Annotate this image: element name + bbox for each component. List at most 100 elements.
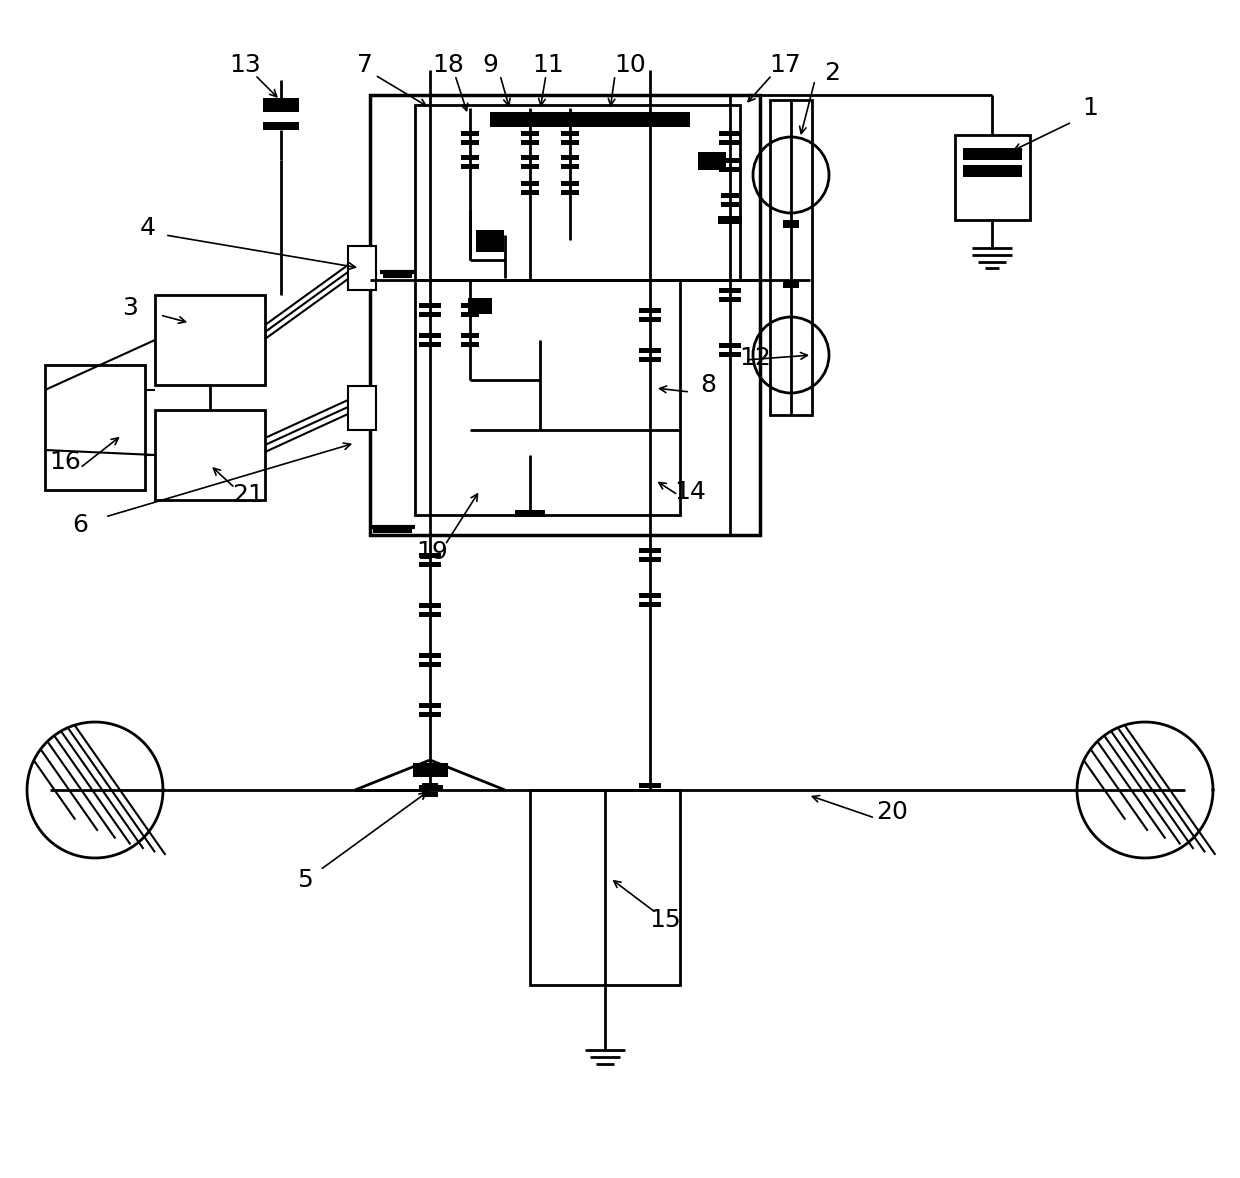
- Bar: [467, 298, 492, 315]
- Bar: [639, 792, 661, 798]
- Bar: [348, 386, 376, 398]
- Bar: [263, 98, 299, 112]
- Bar: [419, 342, 441, 348]
- Bar: [639, 317, 661, 322]
- Bar: [263, 123, 299, 130]
- Bar: [719, 287, 742, 293]
- Bar: [560, 190, 579, 196]
- Bar: [639, 557, 661, 562]
- Bar: [560, 131, 579, 135]
- Text: 16: 16: [50, 450, 81, 474]
- Bar: [521, 164, 539, 168]
- Bar: [348, 386, 376, 430]
- Bar: [560, 155, 579, 160]
- Bar: [419, 653, 441, 659]
- Bar: [529, 790, 680, 985]
- Text: 6: 6: [72, 512, 88, 537]
- Bar: [413, 763, 448, 777]
- Bar: [348, 398, 376, 410]
- Bar: [698, 152, 725, 170]
- Bar: [963, 165, 1022, 177]
- Bar: [348, 246, 376, 258]
- Bar: [348, 258, 376, 270]
- Bar: [521, 190, 539, 196]
- Text: 18: 18: [432, 53, 464, 77]
- Bar: [963, 148, 1022, 160]
- Bar: [419, 613, 441, 617]
- Bar: [419, 712, 441, 717]
- Bar: [719, 131, 742, 135]
- Bar: [461, 303, 479, 307]
- Bar: [639, 593, 661, 598]
- Bar: [782, 280, 799, 287]
- Text: 8: 8: [701, 373, 715, 397]
- Bar: [348, 246, 376, 290]
- Bar: [461, 164, 479, 168]
- Bar: [720, 201, 739, 207]
- Text: 19: 19: [417, 540, 448, 564]
- Bar: [476, 230, 503, 252]
- Bar: [419, 333, 441, 338]
- Bar: [155, 294, 265, 385]
- Bar: [719, 158, 742, 163]
- Bar: [719, 140, 742, 145]
- Text: 2: 2: [825, 61, 839, 85]
- Bar: [461, 155, 479, 160]
- Bar: [419, 662, 441, 667]
- Bar: [560, 140, 579, 145]
- Bar: [461, 312, 479, 317]
- Bar: [719, 297, 742, 302]
- Bar: [782, 220, 799, 229]
- Text: 1: 1: [1083, 95, 1097, 120]
- Bar: [639, 548, 661, 552]
- Text: 10: 10: [614, 53, 646, 77]
- Bar: [461, 140, 479, 145]
- Bar: [419, 703, 441, 708]
- Bar: [419, 552, 441, 558]
- Text: 7: 7: [357, 53, 373, 77]
- Text: 5: 5: [298, 868, 312, 892]
- Bar: [521, 181, 539, 186]
- Bar: [422, 792, 438, 798]
- Bar: [419, 785, 443, 790]
- Bar: [490, 112, 689, 127]
- Bar: [719, 167, 742, 172]
- Bar: [770, 100, 812, 415]
- Bar: [639, 783, 661, 788]
- Bar: [415, 777, 445, 785]
- Bar: [370, 95, 760, 535]
- Bar: [560, 164, 579, 168]
- Bar: [560, 181, 579, 186]
- Bar: [521, 131, 539, 135]
- Bar: [521, 140, 539, 145]
- Bar: [419, 562, 441, 567]
- Bar: [422, 783, 438, 788]
- Bar: [415, 280, 680, 515]
- Bar: [719, 352, 742, 357]
- Bar: [639, 357, 661, 362]
- Text: 13: 13: [229, 53, 260, 77]
- Bar: [461, 333, 479, 338]
- Bar: [45, 365, 145, 490]
- Bar: [955, 135, 1030, 220]
- Bar: [415, 105, 740, 280]
- Bar: [263, 112, 299, 123]
- Bar: [639, 348, 661, 353]
- Bar: [348, 278, 376, 290]
- Bar: [639, 307, 661, 313]
- Text: 12: 12: [739, 346, 771, 370]
- Bar: [419, 603, 441, 608]
- Text: 20: 20: [877, 800, 908, 823]
- Text: 11: 11: [532, 53, 564, 77]
- Bar: [718, 216, 742, 224]
- Text: 21: 21: [232, 483, 264, 507]
- Bar: [461, 131, 479, 135]
- Bar: [515, 510, 546, 517]
- Bar: [521, 155, 539, 160]
- Text: 3: 3: [122, 296, 138, 320]
- Bar: [461, 342, 479, 348]
- Text: 17: 17: [769, 53, 801, 77]
- Bar: [419, 303, 441, 307]
- Text: 9: 9: [482, 53, 498, 77]
- Text: 15: 15: [650, 908, 681, 932]
